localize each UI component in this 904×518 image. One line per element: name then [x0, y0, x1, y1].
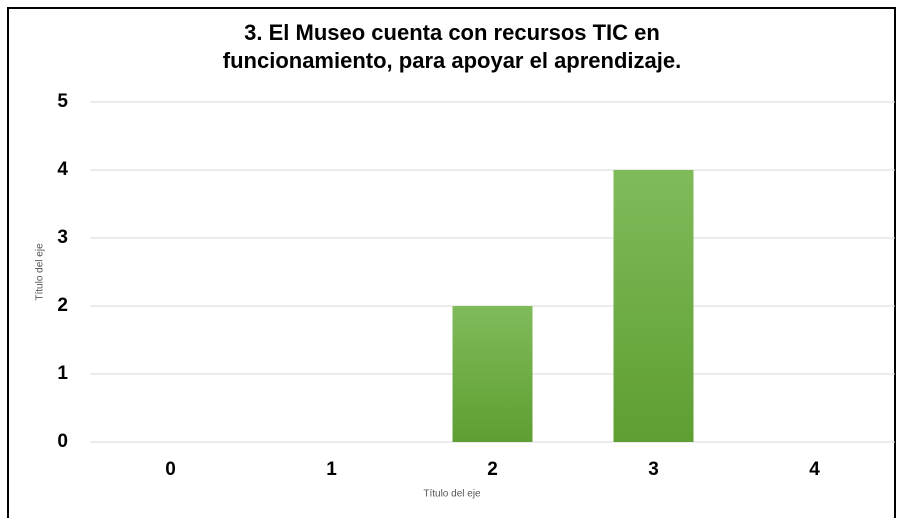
y-tick-label: 0 — [57, 431, 68, 452]
y-tick-label: 1 — [57, 363, 68, 384]
chart-title: funcionamiento, para apoyar el aprendiza… — [223, 48, 681, 73]
x-tick-label: 1 — [326, 459, 337, 480]
y-tick-label: 4 — [57, 159, 68, 180]
y-tick-label: 2 — [57, 295, 68, 316]
y-tick-label: 5 — [57, 91, 68, 112]
x-tick-label: 4 — [809, 459, 820, 480]
x-tick-label: 3 — [648, 459, 659, 480]
x-axis-label: Título del eje — [423, 489, 481, 500]
frame — [7, 7, 896, 518]
y-axis-label: Título del eje — [35, 243, 46, 301]
x-tick-label: 2 — [487, 459, 498, 480]
bar — [613, 170, 694, 442]
bar — [452, 306, 533, 442]
y-tick-label: 3 — [57, 227, 68, 248]
chart-title: 3. El Museo cuenta con recursos TIC en — [244, 20, 660, 45]
x-tick-label: 0 — [165, 459, 176, 480]
